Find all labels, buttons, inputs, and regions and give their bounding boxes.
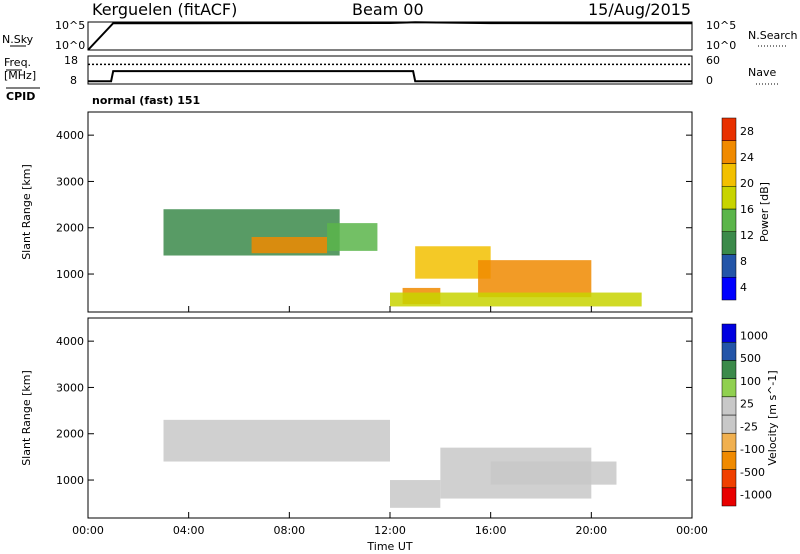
colorbar-swatch xyxy=(721,469,737,489)
colorbar-swatch xyxy=(721,163,737,187)
velocity-colorbar: 1000 500 100 25 -25 -100 -500 -1000 xyxy=(721,323,772,507)
colorbar-swatch xyxy=(721,323,737,343)
nsky-left-tick-top: 10^5 xyxy=(55,19,85,32)
colorbar-tick-label: 12 xyxy=(740,229,754,242)
date-title: 15/Aug/2015 xyxy=(588,0,691,19)
heatmap-region xyxy=(490,461,617,485)
colorbar-tick-label: 4 xyxy=(740,281,747,294)
nsky-right-tick-bottom: 10^0 xyxy=(706,39,736,52)
y-tick-label: 3000 xyxy=(56,381,84,394)
colorbar-swatch xyxy=(721,117,737,141)
heatmap-region xyxy=(163,419,390,462)
colorbar-tick-label: 20 xyxy=(740,177,754,190)
power-y-axis: 1000 2000 3000 4000 xyxy=(56,129,692,281)
colorbar-swatch xyxy=(721,341,737,361)
freq-unit-label: [MHz] xyxy=(4,69,36,82)
velocity-colorbar-label: Velocity [m s^-1] xyxy=(766,370,779,465)
y-tick-label: 2000 xyxy=(56,428,84,441)
heatmap-region xyxy=(390,480,441,508)
colorbar-tick-label: 25 xyxy=(740,398,754,411)
y-tick-label: 4000 xyxy=(56,129,84,142)
colorbar-tick-label: -500 xyxy=(740,466,765,479)
nsky-right-tick-top: 10^5 xyxy=(706,19,736,32)
heatmap-region xyxy=(251,237,328,254)
x-tick-label: 08:00 xyxy=(273,524,305,537)
colorbar-swatch xyxy=(721,378,737,398)
heatmap-region xyxy=(478,260,592,298)
colorbar-tick-label: 8 xyxy=(740,255,747,268)
freq-series-line xyxy=(88,70,692,83)
y-tick-label: 2000 xyxy=(56,222,84,235)
x-axis: 00:00 04:00 08:00 12:00 16:00 20:00 00:00 xyxy=(72,306,708,537)
freq-tick-top: 18 xyxy=(64,54,78,67)
heatmap-region xyxy=(327,223,378,251)
freq-label: Freq. xyxy=(4,56,31,69)
x-tick-label: 20:00 xyxy=(575,524,607,537)
y-tick-label: 3000 xyxy=(56,175,84,188)
colorbar-tick-label: -25 xyxy=(740,420,758,433)
x-tick-label: 12:00 xyxy=(374,524,406,537)
colorbar-tick-label: 100 xyxy=(740,375,761,388)
colorbar-swatch xyxy=(721,254,737,278)
freq-tick-bottom: 8 xyxy=(70,74,77,87)
colorbar-tick-label: 28 xyxy=(740,125,754,138)
cpid-mode-text: normal (fast) 151 xyxy=(92,94,200,107)
freq-panel-frame xyxy=(87,55,693,85)
power-y-axis-label: Slant Range [km] xyxy=(20,164,33,260)
nsky-label: N.Sky xyxy=(2,33,34,46)
power-colorbar-label: Power [dB] xyxy=(758,182,771,242)
power-colorbar: 28 24 20 16 12 8 4 xyxy=(721,117,754,301)
colorbar-swatch xyxy=(721,140,737,164)
colorbar-tick-label: 16 xyxy=(740,203,754,216)
colorbar-tick-label: -100 xyxy=(740,443,765,456)
colorbar-swatch xyxy=(721,414,737,434)
nsky-left-tick-bottom: 10^0 xyxy=(55,39,85,52)
x-tick-label: 16:00 xyxy=(475,524,507,537)
x-tick-label: 00:00 xyxy=(676,524,708,537)
x-tick-label: 00:00 xyxy=(72,524,104,537)
nave-tick-bottom: 0 xyxy=(706,74,713,87)
velocity-heatmap xyxy=(163,419,617,508)
power-heatmap xyxy=(163,209,642,307)
colorbar-tick-label: 24 xyxy=(740,151,754,164)
colorbar-tick-label: -1000 xyxy=(740,489,772,502)
x-tick-label: 04:00 xyxy=(173,524,205,537)
nsky-panel-frame xyxy=(87,21,693,51)
nave-tick-top: 60 xyxy=(706,54,720,67)
colorbar-swatch xyxy=(721,487,737,507)
y-tick-label: 4000 xyxy=(56,335,84,348)
y-tick-label: 1000 xyxy=(56,268,84,281)
heatmap-region xyxy=(415,246,491,279)
station-title: Kerguelen (fitACF) xyxy=(92,0,237,19)
nsearch-label: N.Search xyxy=(748,29,798,42)
velocity-y-axis: 1000 2000 3000 4000 xyxy=(56,335,692,487)
cpid-label: CPID xyxy=(6,90,35,103)
y-tick-label: 1000 xyxy=(56,474,84,487)
colorbar-swatch xyxy=(721,208,737,232)
beam-title: Beam 00 xyxy=(352,0,424,19)
velocity-y-axis-label: Slant Range [km] xyxy=(20,370,33,466)
colorbar-swatch xyxy=(721,451,737,470)
colorbar-swatch xyxy=(721,432,737,452)
nsky-series-line xyxy=(87,21,692,51)
x-axis-label: Time UT xyxy=(366,540,412,553)
colorbar-tick-label: 1000 xyxy=(740,329,768,342)
nave-label: Nave xyxy=(748,66,776,79)
colorbar-swatch xyxy=(721,396,737,416)
heatmap-region xyxy=(390,292,642,307)
colorbar-tick-label: 500 xyxy=(740,352,761,365)
colorbar-swatch xyxy=(721,186,737,210)
colorbar-swatch xyxy=(721,277,737,301)
colorbar-swatch xyxy=(721,231,737,255)
colorbar-swatch xyxy=(721,360,737,379)
